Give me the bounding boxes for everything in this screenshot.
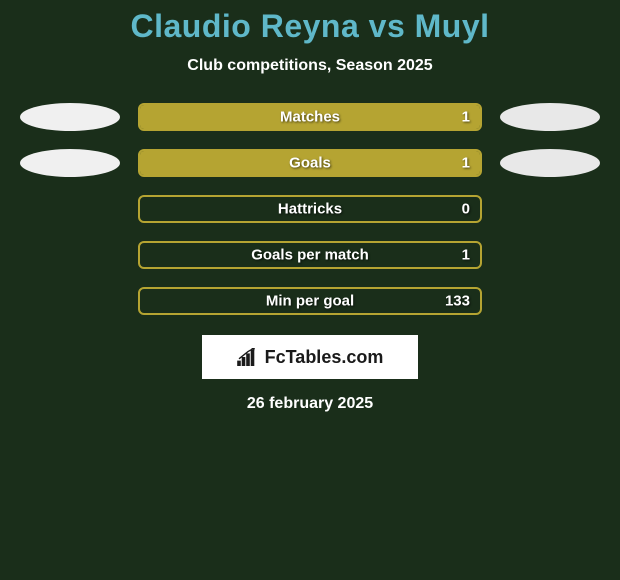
player-right-ellipse <box>500 149 600 177</box>
stat-value-right: 1 <box>462 155 470 172</box>
stat-label: Goals <box>289 155 331 172</box>
page-subtitle: Club competitions, Season 2025 <box>0 57 620 75</box>
ellipse-spacer <box>500 195 600 223</box>
stat-row: Hattricks 0 <box>0 195 620 223</box>
ellipse-spacer <box>20 241 120 269</box>
ellipse-spacer <box>500 241 600 269</box>
stat-bar: Goals 1 <box>138 149 482 177</box>
comparison-card: Claudio Reyna vs Muyl Club competitions,… <box>0 0 620 413</box>
ellipse-spacer <box>500 287 600 315</box>
stat-value-right: 133 <box>445 293 470 310</box>
stat-rows: Matches 1 Goals 1 Hattricks 0 Goals per match 1… <box>0 103 620 315</box>
stat-row: Min per goal 133 <box>0 287 620 315</box>
stat-row: Matches 1 <box>0 103 620 131</box>
stat-label: Min per goal <box>266 293 354 310</box>
stat-label: Matches <box>280 109 340 126</box>
stat-value-right: 1 <box>462 247 470 264</box>
stat-bar: Min per goal 133 <box>138 287 482 315</box>
stat-label: Goals per match <box>251 247 369 264</box>
ellipse-spacer <box>20 195 120 223</box>
player-right-ellipse <box>500 103 600 131</box>
player-left-ellipse <box>20 149 120 177</box>
stat-row: Goals per match 1 <box>0 241 620 269</box>
stat-bar: Hattricks 0 <box>138 195 482 223</box>
ellipse-spacer <box>20 287 120 315</box>
stat-value-right: 0 <box>462 201 470 218</box>
logo-text: FcTables.com <box>265 347 384 368</box>
stat-label: Hattricks <box>278 201 342 218</box>
player-left-ellipse <box>20 103 120 131</box>
stat-bar: Goals per match 1 <box>138 241 482 269</box>
fctables-icon <box>237 348 259 366</box>
stat-bar: Matches 1 <box>138 103 482 131</box>
footer-date: 26 february 2025 <box>0 395 620 413</box>
stat-row: Goals 1 <box>0 149 620 177</box>
logo-box: FcTables.com <box>202 335 418 379</box>
page-title: Claudio Reyna vs Muyl <box>0 8 620 45</box>
stat-value-right: 1 <box>462 109 470 126</box>
